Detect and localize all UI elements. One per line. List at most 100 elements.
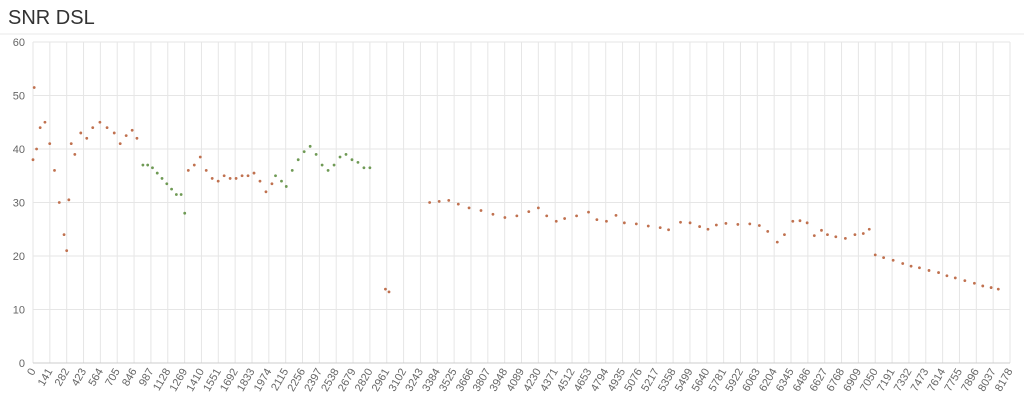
- point: [658, 226, 662, 230]
- point: [151, 166, 154, 170]
- x-tick-label: 564: [86, 367, 106, 389]
- point: [867, 227, 871, 231]
- point: [296, 158, 300, 162]
- y-tick-label: 40: [13, 144, 25, 156]
- point: [646, 224, 650, 228]
- point: [387, 290, 391, 294]
- point: [812, 234, 816, 238]
- point: [246, 174, 250, 178]
- point: [198, 155, 202, 159]
- point: [805, 221, 809, 225]
- point: [65, 249, 69, 253]
- point: [264, 190, 268, 194]
- x-tick-label: 705: [103, 367, 123, 389]
- point: [853, 233, 857, 237]
- point: [234, 177, 238, 180]
- point: [344, 152, 348, 156]
- point: [73, 152, 77, 156]
- point: [31, 158, 35, 162]
- point: [736, 223, 740, 226]
- point: [332, 163, 336, 167]
- point: [258, 179, 262, 183]
- x-tick-label: 1974: [252, 367, 275, 394]
- point: [447, 198, 451, 202]
- point: [757, 224, 761, 227]
- point: [882, 256, 886, 260]
- point: [362, 166, 366, 170]
- point: [714, 223, 718, 227]
- point: [953, 276, 957, 280]
- point: [515, 214, 519, 218]
- point: [356, 160, 360, 164]
- point: [252, 171, 256, 175]
- point: [467, 206, 471, 210]
- point: [945, 274, 949, 278]
- point: [428, 201, 432, 204]
- point: [688, 221, 692, 225]
- x-tick-label: 8178: [993, 367, 1016, 394]
- point: [35, 147, 38, 151]
- point: [834, 235, 838, 239]
- point: [775, 240, 779, 244]
- point: [98, 120, 102, 124]
- point: [170, 187, 173, 191]
- point: [165, 182, 169, 186]
- y-tick-label: 20: [13, 251, 25, 263]
- point: [62, 233, 66, 237]
- point: [284, 185, 288, 188]
- point: [38, 126, 42, 129]
- point: [141, 163, 145, 167]
- point: [989, 286, 993, 289]
- x-tick-label: 423: [70, 367, 90, 389]
- point: [314, 152, 318, 156]
- point: [112, 131, 116, 135]
- point: [350, 158, 354, 162]
- point: [873, 253, 877, 257]
- point: [270, 182, 274, 186]
- point: [437, 200, 441, 203]
- point: [820, 228, 823, 232]
- point: [91, 126, 95, 129]
- point: [53, 169, 56, 172]
- point: [280, 179, 283, 183]
- point: [32, 86, 36, 89]
- point: [798, 219, 802, 223]
- point: [155, 171, 159, 175]
- y-tick-label: 50: [13, 91, 25, 103]
- point: [996, 287, 1000, 291]
- point: [972, 281, 976, 285]
- point: [69, 142, 73, 146]
- point: [698, 225, 702, 228]
- point: [216, 179, 220, 183]
- y-tick-label: 60: [13, 37, 25, 49]
- x-tick-label: 0: [25, 367, 38, 378]
- point: [901, 262, 905, 265]
- point: [160, 177, 164, 180]
- point: [575, 214, 578, 218]
- point: [85, 136, 89, 140]
- x-tick-label: 846: [120, 367, 140, 389]
- point: [183, 211, 187, 215]
- point: [595, 218, 599, 222]
- point: [79, 131, 83, 135]
- point: [706, 227, 710, 231]
- point: [130, 128, 134, 132]
- point: [563, 217, 567, 220]
- point: [891, 258, 895, 262]
- point: [783, 233, 786, 237]
- point: [826, 233, 829, 237]
- point: [545, 214, 549, 218]
- point: [622, 221, 626, 225]
- point: [927, 269, 931, 272]
- point: [937, 271, 940, 274]
- x-tick-label: 141: [36, 367, 56, 389]
- point: [724, 221, 728, 225]
- point: [909, 264, 913, 268]
- point: [605, 219, 608, 223]
- point: [456, 202, 460, 206]
- point: [479, 209, 483, 212]
- point: [118, 142, 122, 146]
- point: [368, 166, 372, 170]
- point: [228, 177, 232, 180]
- point: [124, 134, 128, 138]
